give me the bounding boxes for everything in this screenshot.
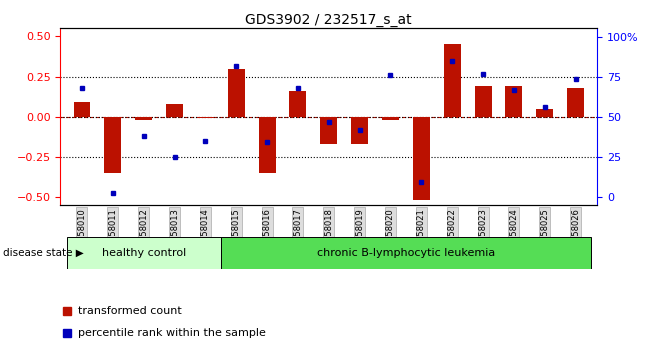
Bar (258, 117, 276, 173)
Text: transformed count: transformed count (78, 306, 182, 316)
Bar (536, 109, 553, 117)
Bar (221, 237, 591, 269)
Bar (289, 91, 307, 117)
Text: percentile rank within the sample: percentile rank within the sample (78, 328, 266, 338)
Bar (197, 117, 214, 119)
Bar (567, 88, 584, 117)
Bar (166, 104, 183, 117)
Bar (474, 86, 492, 117)
Bar (505, 86, 523, 117)
Bar (413, 117, 430, 200)
Bar (105, 117, 121, 173)
Bar (444, 44, 461, 117)
Bar (227, 69, 245, 117)
Bar (320, 117, 338, 144)
Text: disease state ▶: disease state ▶ (3, 248, 84, 258)
Text: chronic B-lymphocytic leukemia: chronic B-lymphocytic leukemia (317, 248, 495, 258)
Bar (351, 117, 368, 144)
Text: healthy control: healthy control (101, 248, 186, 258)
Bar (135, 117, 152, 120)
Title: GDS3902 / 232517_s_at: GDS3902 / 232517_s_at (246, 13, 412, 27)
Bar (382, 117, 399, 120)
Bar (66, 237, 221, 269)
Bar (74, 102, 91, 117)
